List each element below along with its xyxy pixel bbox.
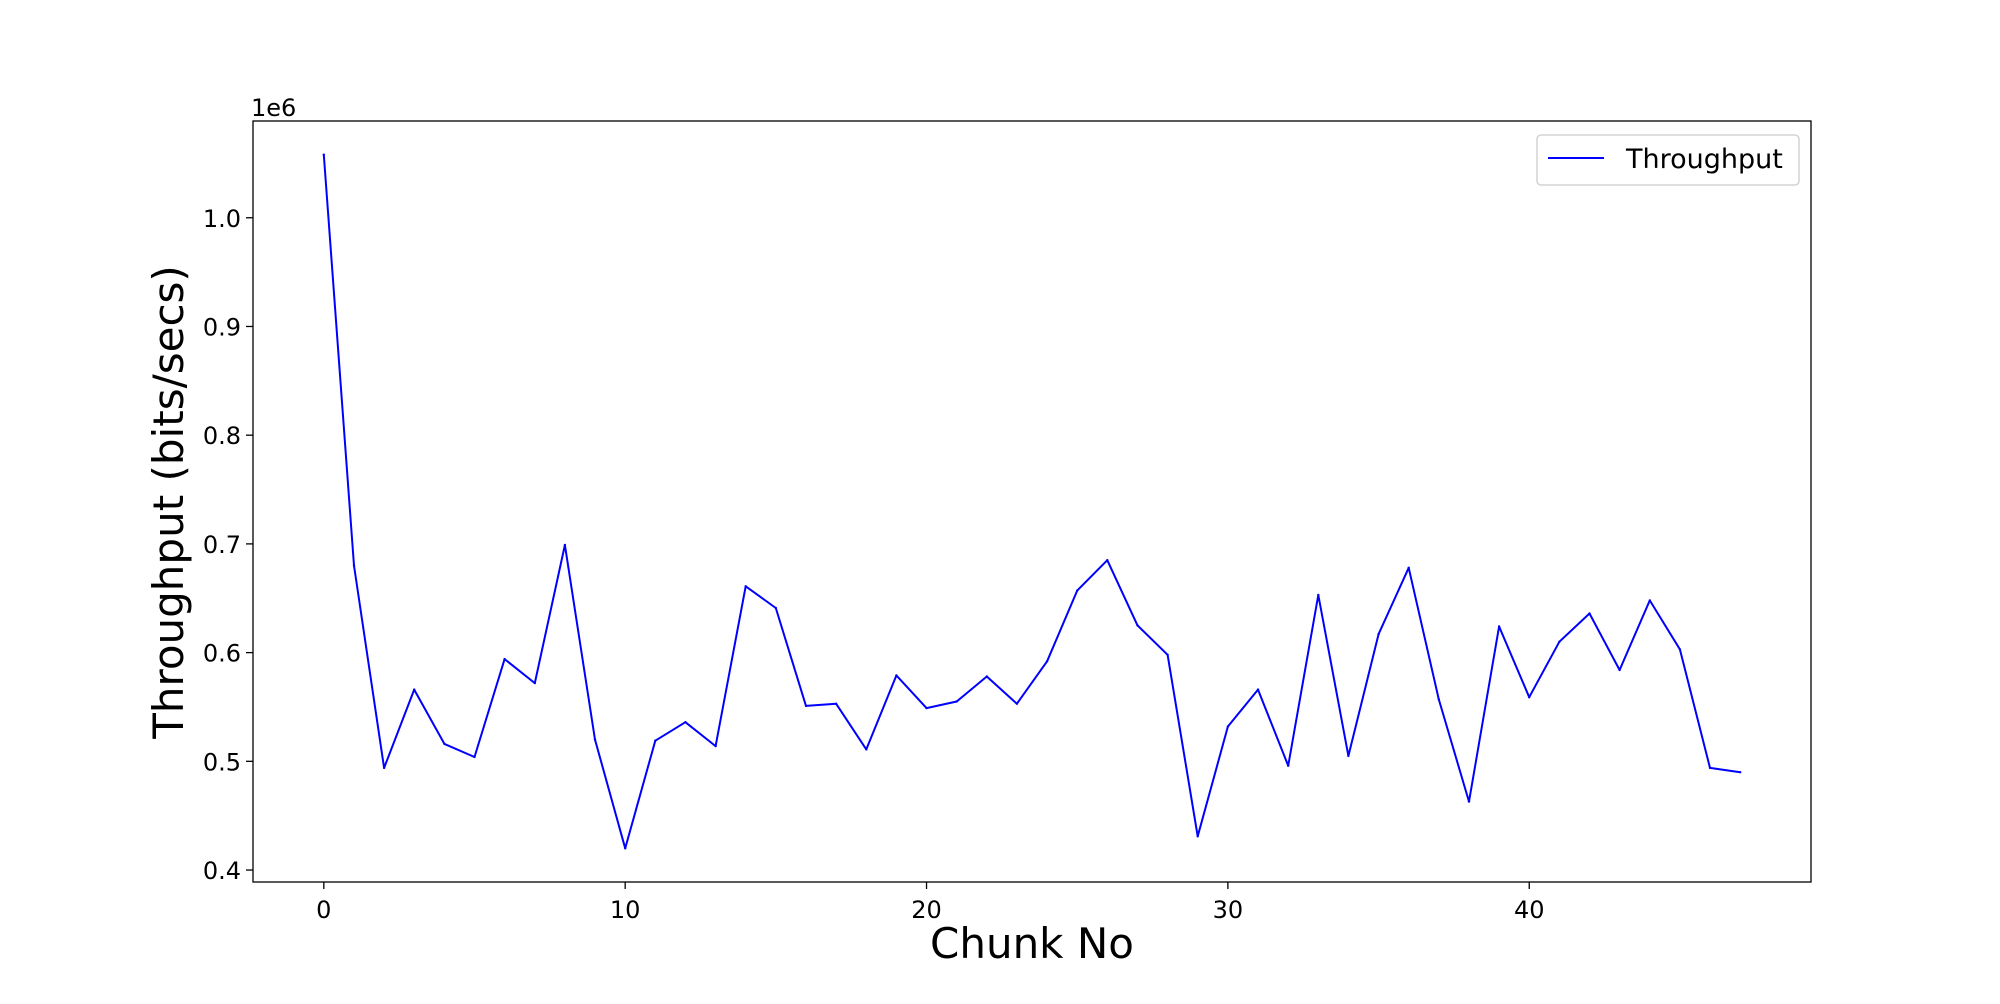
y-tick-label: 0.4 <box>203 857 241 885</box>
data-point <box>533 681 536 685</box>
data-point <box>895 674 898 677</box>
data-point <box>563 543 567 547</box>
y-axis-title: Throughput (bits/secs) <box>144 265 193 740</box>
y-tick-label: 0.9 <box>203 313 241 341</box>
y-tick-label: 0.7 <box>203 531 241 559</box>
x-axis: 0 10 20 30 40 <box>316 882 1545 924</box>
data-point <box>1076 589 1079 592</box>
x-tick-label: 30 <box>1213 896 1244 924</box>
data-point <box>834 702 838 705</box>
data-point <box>1015 702 1019 705</box>
data-point <box>624 847 627 850</box>
data-point <box>352 564 356 567</box>
data-point <box>1256 688 1260 691</box>
data-point <box>1106 559 1109 562</box>
series-line-throughput <box>322 154 1741 850</box>
data-point <box>1588 612 1591 615</box>
data-point <box>1045 660 1049 663</box>
y-offset-label: 1e6 <box>251 94 296 122</box>
y-axis: 0.4 0.5 0.6 0.7 0.8 0.9 1.0 <box>203 205 253 885</box>
data-point <box>1708 766 1712 770</box>
data-point <box>1528 696 1531 699</box>
data-point <box>503 657 506 661</box>
data-point <box>1618 668 1621 672</box>
data-point <box>714 744 717 748</box>
data-point <box>804 704 808 708</box>
data-point <box>1678 648 1682 651</box>
x-tick-label: 40 <box>1514 896 1545 924</box>
x-tick-label: 20 <box>911 896 942 924</box>
data-point <box>955 700 958 703</box>
data-point <box>1196 835 1199 838</box>
data-point <box>382 766 386 770</box>
data-point <box>1497 625 1501 628</box>
data-point <box>1558 640 1561 643</box>
legend: Throughput <box>1536 134 1800 186</box>
data-point <box>1467 800 1471 803</box>
data-point <box>1739 771 1742 774</box>
y-tick-label: 0.6 <box>203 640 241 668</box>
data-point <box>1377 632 1380 636</box>
data-point <box>774 606 777 610</box>
data-point <box>744 585 747 588</box>
x-axis-title: Chunk No <box>930 919 1134 968</box>
y-tick-label: 1.0 <box>203 205 241 233</box>
data-point <box>593 738 597 741</box>
data-point <box>1287 764 1290 767</box>
data-point <box>1648 599 1652 602</box>
data-point <box>1136 624 1139 627</box>
y-tick-label: 0.5 <box>203 748 241 776</box>
x-tick-label: 10 <box>610 896 641 924</box>
data-point <box>865 748 868 751</box>
data-point <box>1407 566 1410 569</box>
legend-label-throughput: Throughput <box>1625 144 1783 175</box>
data-point <box>322 153 325 156</box>
data-point <box>985 675 988 678</box>
data-point <box>1317 593 1320 597</box>
data-point <box>654 739 657 742</box>
x-tick-label: 0 <box>316 896 331 924</box>
data-point <box>1166 653 1169 656</box>
data-point <box>1226 725 1230 728</box>
plot-area-frame <box>252 120 1812 883</box>
data-point <box>1437 698 1441 701</box>
data-point <box>473 755 476 759</box>
y-tick-label: 0.8 <box>203 422 241 450</box>
data-point <box>443 742 446 746</box>
series-layer <box>322 153 1742 850</box>
legend-box <box>1536 134 1800 186</box>
data-point <box>1347 754 1350 758</box>
data-point <box>684 721 687 724</box>
data-point <box>413 688 416 691</box>
data-point <box>925 706 928 710</box>
